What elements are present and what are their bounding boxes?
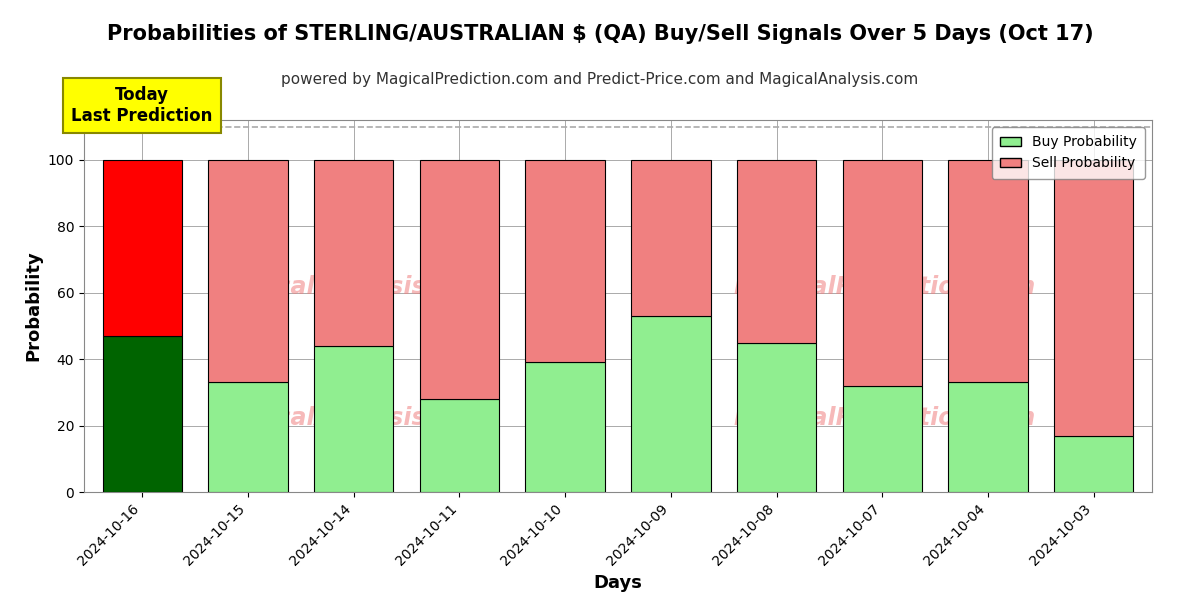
Y-axis label: Probability: Probability — [24, 251, 42, 361]
Bar — [948, 160, 1027, 382]
Bar — [1054, 436, 1134, 492]
Bar — [314, 160, 394, 346]
Bar — [102, 336, 182, 492]
Bar — [209, 160, 288, 382]
Bar — [314, 346, 394, 492]
Bar — [631, 316, 710, 492]
X-axis label: Days: Days — [594, 574, 642, 592]
Text: MagicalPrediction.com: MagicalPrediction.com — [734, 406, 1036, 430]
Bar — [526, 362, 605, 492]
Bar — [420, 399, 499, 492]
Text: MagicalAnalysis.com: MagicalAnalysis.com — [212, 406, 490, 430]
Bar — [102, 160, 182, 336]
Bar — [526, 160, 605, 362]
Text: MagicalPrediction.com: MagicalPrediction.com — [734, 275, 1036, 299]
Bar — [737, 160, 816, 343]
Bar — [948, 382, 1027, 492]
Bar — [737, 343, 816, 492]
Bar — [631, 160, 710, 316]
Text: powered by MagicalPrediction.com and Predict-Price.com and MagicalAnalysis.com: powered by MagicalPrediction.com and Pre… — [281, 72, 919, 87]
Text: Probabilities of STERLING/AUSTRALIAN $ (QA) Buy/Sell Signals Over 5 Days (Oct 17: Probabilities of STERLING/AUSTRALIAN $ (… — [107, 24, 1093, 44]
Text: Today
Last Prediction: Today Last Prediction — [72, 86, 212, 125]
Bar — [842, 160, 922, 386]
Bar — [420, 160, 499, 399]
Text: MagicalAnalysis.com: MagicalAnalysis.com — [212, 275, 490, 299]
Bar — [209, 382, 288, 492]
Bar — [842, 386, 922, 492]
Legend: Buy Probability, Sell Probability: Buy Probability, Sell Probability — [991, 127, 1145, 179]
Bar — [1054, 160, 1134, 436]
